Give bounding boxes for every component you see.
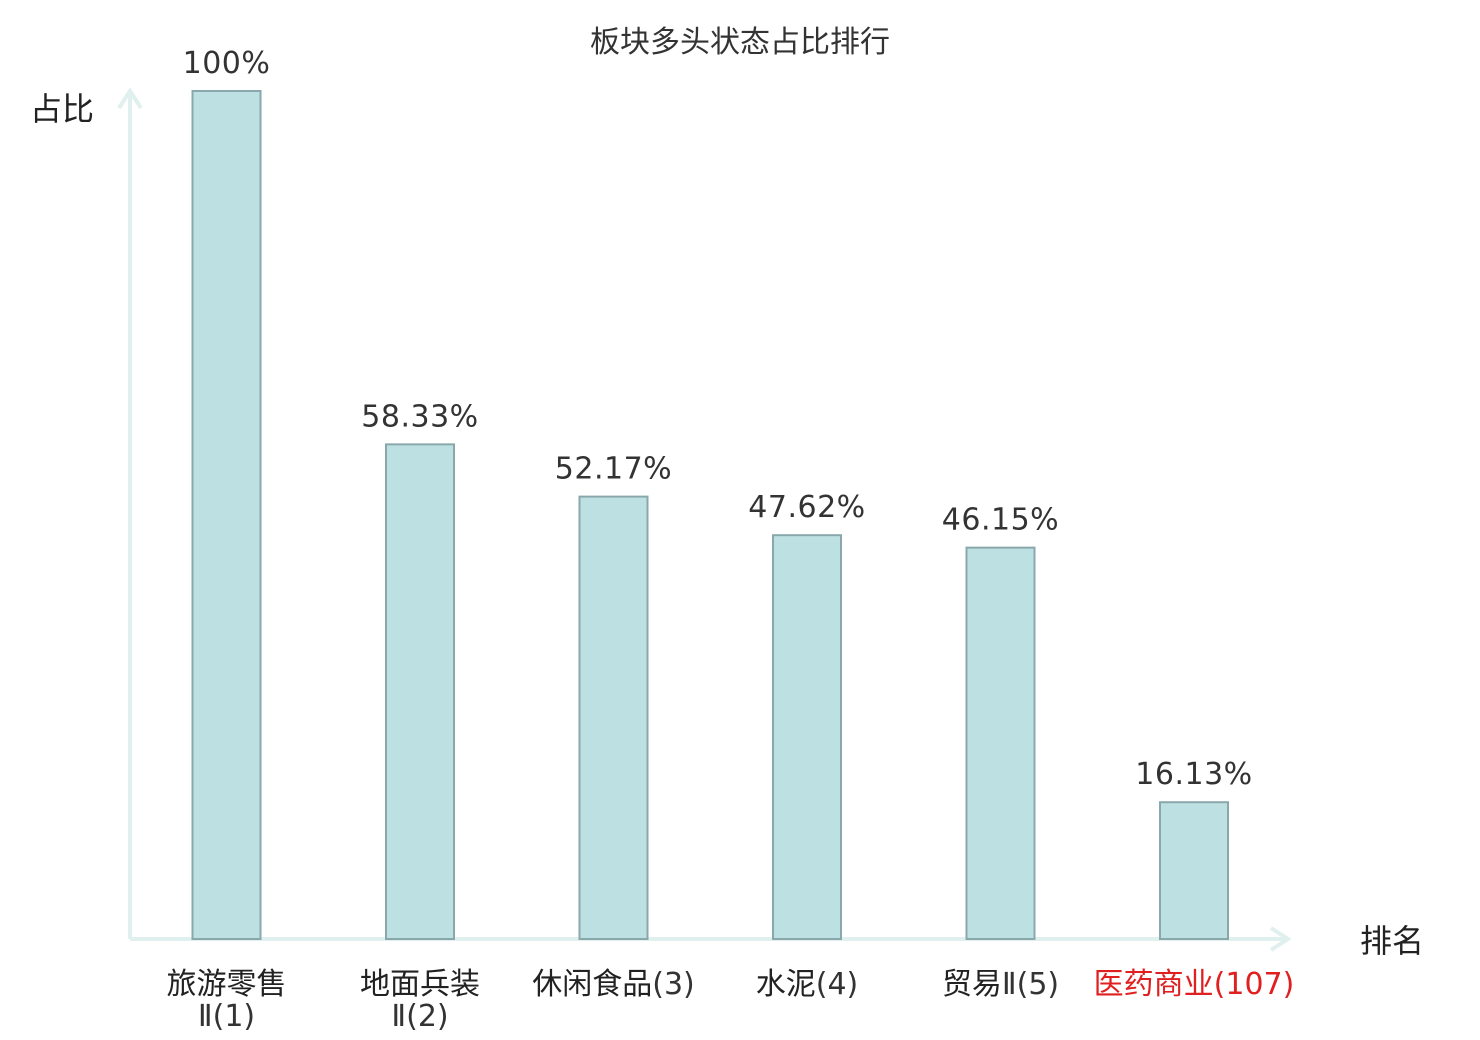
category-rank: (107) [1214,967,1295,1002]
value-label: 52.17% [555,452,672,487]
bar [772,534,842,940]
x-tick-label: 休闲食品(3) [532,967,695,1002]
value-labels: 100% 58.33% 52.17% 47.62% 46.15% 16.13% [183,46,1253,792]
category-name: 水泥 [756,967,816,1002]
category-rank: Ⅱ(1) [198,999,255,1034]
bar [385,443,455,940]
value-label: 47.62% [748,490,865,525]
category-rank: (4) [816,967,859,1002]
bar [1159,801,1229,940]
category-rank: (3) [652,967,695,1002]
bar [965,546,1036,940]
chart-title: 板块多头状态占比排行 [590,25,890,60]
value-label: 100% [183,46,271,81]
x-tick-label: 水泥(4) [756,967,859,1002]
y-axis-label: 占比 [30,90,94,128]
x-tick-labels: 旅游零售 Ⅱ(1) 地面兵装 Ⅱ(2) 休闲食品(3) 水泥(4) 贸易Ⅱ(5) 医药商业(1… [167,967,1295,1034]
category-name: 旅游零售 [167,967,287,1002]
category-name: 休闲食品 [532,967,652,1002]
bar [578,495,649,940]
value-label: 16.13% [1135,757,1252,792]
x-axis-label: 排名 [1360,922,1424,960]
category-name: 贸易 [942,967,1002,1002]
category-name: 地面兵装 [360,967,480,1002]
bar [191,90,262,940]
x-tick-label: 医药商业(107) [1094,967,1295,1002]
category-name: 医药商业 [1094,967,1214,1002]
x-tick-label: 贸易Ⅱ(5) [942,967,1059,1002]
x-axis-arrow [1269,926,1292,952]
category-rank: Ⅱ(2) [391,999,448,1034]
x-tick-label: 地面兵装 Ⅱ(2) [360,967,480,1034]
value-label: 46.15% [942,503,1059,538]
y-axis-arrow [117,87,143,110]
axes [117,87,1292,952]
value-label: 58.33% [361,399,478,434]
x-tick-label: 旅游零售 Ⅱ(1) [167,967,287,1034]
bars [191,90,1229,940]
category-rank: Ⅱ(5) [1002,967,1059,1002]
